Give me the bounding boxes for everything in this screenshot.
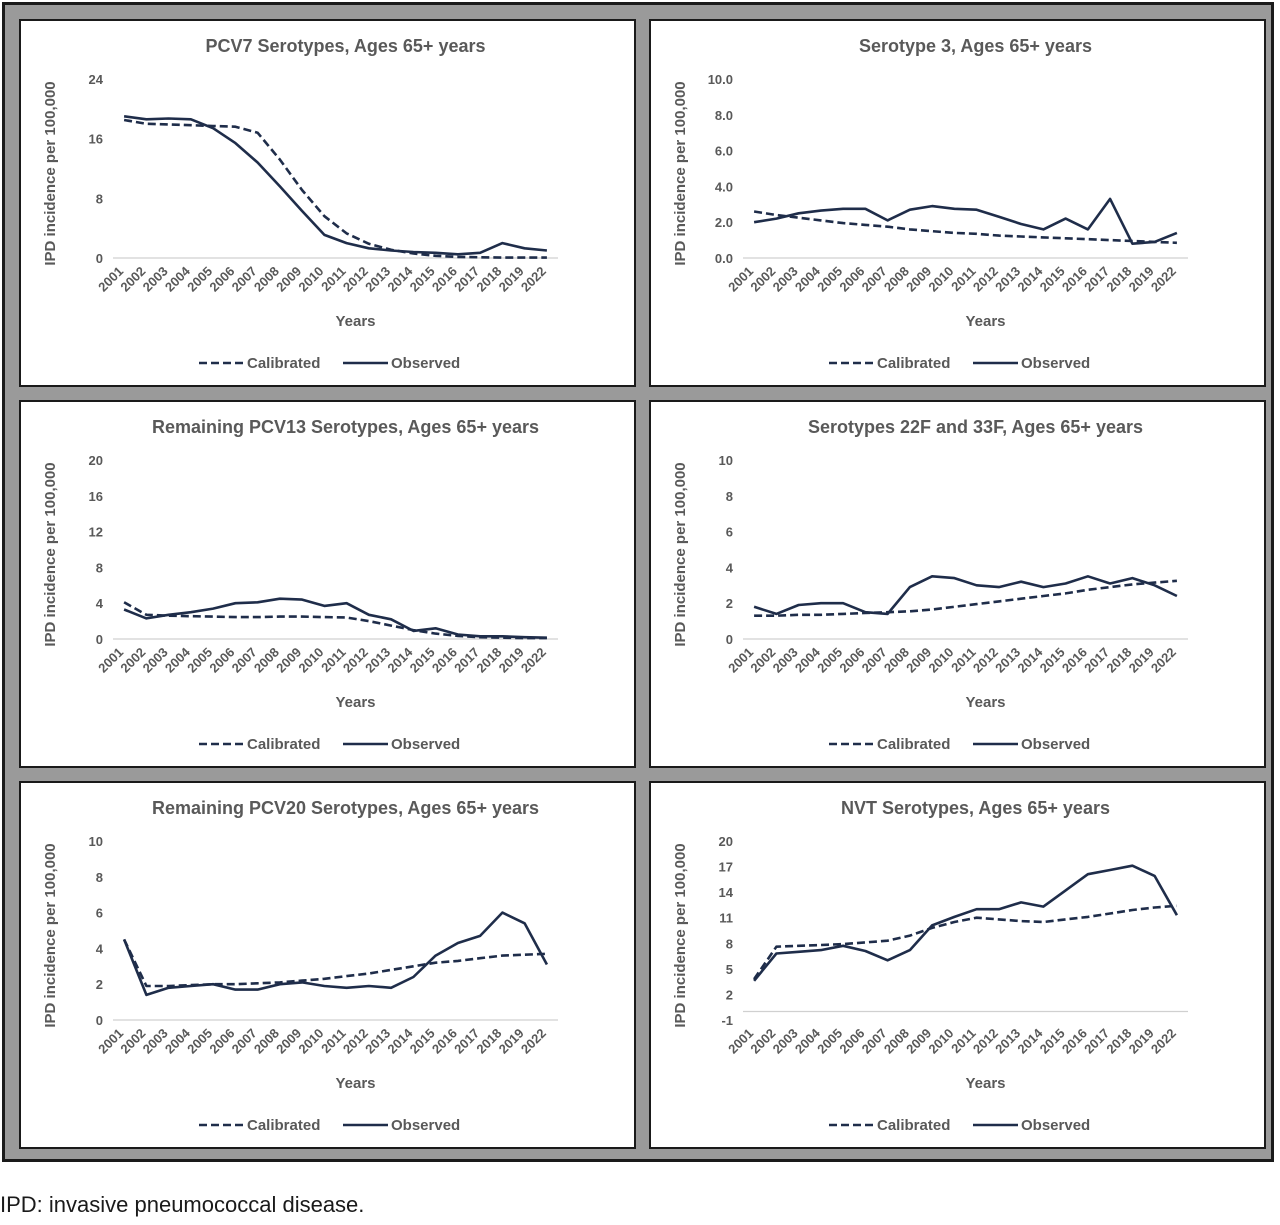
series-line-observed	[122, 911, 549, 997]
y-tick-label: 6	[96, 906, 103, 921]
x-axis-label: Years	[965, 694, 1005, 711]
legend-label-observed: Observed	[1021, 736, 1090, 753]
line-chart-svg: Serotypes 22F and 33F, Ages 65+ years 0 2 4…	[672, 417, 1188, 753]
series-line-calibrated	[753, 210, 1177, 245]
chart-panel-nvt: NVT Serotypes, Ages 65+ years -1 2 5 8 11 14 17…	[649, 781, 1266, 1149]
chart-panel-pcv7: PCV7 Serotypes, Ages 65+ years 0 8 16 24 2001…	[19, 19, 636, 387]
line-chart-svg: Remaining PCV20 Serotypes, Ages 65+ year…	[42, 798, 558, 1134]
series-line-calibrated	[122, 938, 547, 988]
legend-label-observed: Observed	[391, 1117, 460, 1134]
chart-title: Remaining PCV13 Serotypes, Ages 65+ year…	[152, 417, 539, 437]
line-chart-svg: Serotype 3, Ages 65+ years 0.0 2.0 4.0 6.0 8.…	[672, 36, 1188, 372]
chart-title: NVT Serotypes, Ages 65+ years	[841, 798, 1110, 818]
y-tick-label: 20	[89, 453, 103, 468]
legend-label-calibrated: Calibrated	[247, 1117, 320, 1134]
y-tick-label: 4	[96, 941, 104, 956]
y-tick-label: 8.0	[715, 108, 733, 123]
y-tick-label: 4	[726, 560, 734, 575]
y-tick-label: 11	[719, 911, 733, 926]
y-tick-label: 10	[89, 834, 103, 849]
chart-panel-remaining-pcv20: Remaining PCV20 Serotypes, Ages 65+ year…	[19, 781, 636, 1149]
x-tick-label: 2022	[1148, 1026, 1179, 1057]
series-line-observed	[123, 597, 547, 639]
x-axis-label: Years	[965, 1075, 1005, 1092]
y-tick-label: 8	[726, 936, 733, 951]
y-axis-label: IPD incidence per 100,000	[42, 81, 59, 265]
y-tick-label: 8	[726, 489, 733, 504]
y-tick-label: 2	[726, 987, 733, 1002]
figure-caption: IPD: invasive pneumococcal disease.	[0, 1192, 365, 1217]
legend-label-observed: Observed	[1021, 1117, 1090, 1134]
series-line-calibrated	[123, 118, 547, 259]
y-tick-label: 4	[96, 596, 104, 611]
legend-label-observed: Observed	[391, 355, 460, 372]
chart-panel-serotype-3: Serotype 3, Ages 65+ years 0.0 2.0 4.0 6.0 8.…	[649, 19, 1266, 387]
y-axis-label: IPD incidence per 100,000	[672, 462, 689, 646]
y-tick-label: 0	[96, 632, 103, 647]
y-tick-label: 16	[89, 132, 103, 147]
series-line-observed	[123, 115, 548, 256]
y-tick-label: 4.0	[715, 179, 733, 194]
y-tick-label: 24	[89, 72, 104, 87]
chart-title: Remaining PCV20 Serotypes, Ages 65+ year…	[152, 798, 539, 818]
line-chart-svg: PCV7 Serotypes, Ages 65+ years0816242001…	[42, 36, 558, 372]
y-tick-label: 2.0	[715, 215, 733, 230]
series-line-observed	[753, 197, 1178, 245]
legend-label-calibrated: Calibrated	[247, 736, 320, 753]
y-tick-label: 0	[96, 1013, 103, 1028]
figure-frame: PCV7 Serotypes, Ages 65+ years 0 8 16 24 2001…	[2, 2, 1274, 1162]
chart-title: PCV7 Serotypes, Ages 65+ years	[206, 36, 486, 56]
chart-title: Serotype 3, Ages 65+ years	[859, 36, 1092, 56]
x-axis-label: Years	[335, 1075, 375, 1092]
x-tick-label: 2022	[518, 1026, 549, 1057]
series-line-observed	[753, 575, 1178, 616]
y-tick-label: 8	[96, 870, 103, 885]
y-tick-label: 10	[719, 453, 733, 468]
chart-title: Serotypes 22F and 33F, Ages 65+ years	[808, 417, 1143, 437]
x-axis-label: Years	[335, 313, 375, 330]
y-tick-label: 12	[89, 525, 103, 540]
legend-label-calibrated: Calibrated	[877, 355, 950, 372]
y-tick-label: 8	[96, 560, 103, 575]
y-tick-label: 0	[726, 632, 733, 647]
x-tick-label: 2022	[1148, 264, 1179, 295]
y-tick-label: 2	[726, 596, 733, 611]
legend-label-observed: Observed	[1021, 355, 1090, 372]
legend-label-calibrated: Calibrated	[877, 1117, 950, 1134]
x-tick-label: 2022	[1148, 645, 1179, 676]
y-tick-label: 8	[96, 191, 103, 206]
y-tick-label: 20	[719, 834, 733, 849]
line-chart-svg: NVT Serotypes, Ages 65+ years -1 2 5 8 11 14 17…	[672, 798, 1188, 1134]
x-axis-label: Years	[335, 694, 375, 711]
y-tick-label: 6	[726, 525, 733, 540]
legend-label-observed: Observed	[391, 736, 460, 753]
legend-label-calibrated: Calibrated	[247, 355, 320, 372]
x-tick-label: 2022	[518, 264, 549, 295]
x-axis-label: Years	[965, 313, 1005, 330]
legend-label-calibrated: Calibrated	[877, 736, 950, 753]
y-tick-label: 14	[719, 885, 734, 900]
y-axis-label: IPD incidence per 100,000	[672, 843, 689, 1027]
y-tick-label: 6.0	[715, 144, 733, 159]
series-line-calibrated	[754, 579, 1178, 617]
series-line-calibrated	[123, 601, 547, 640]
y-tick-label: -1	[721, 1013, 733, 1028]
y-axis-label: IPD incidence per 100,000	[672, 81, 689, 265]
series-line-calibrated	[753, 904, 1177, 980]
x-tick-label: 2022	[518, 645, 549, 676]
y-tick-label: 10.0	[708, 72, 733, 87]
y-axis-label: IPD incidence per 100,000	[42, 843, 59, 1027]
y-tick-label: 5	[726, 962, 733, 977]
line-chart-svg: Remaining PCV13 Serotypes, Ages 65+ year…	[42, 417, 558, 753]
chart-panel-remaining-pcv13: Remaining PCV13 Serotypes, Ages 65+ year…	[19, 400, 636, 768]
y-tick-label: 2	[96, 977, 103, 992]
y-tick-label: 17	[719, 860, 733, 875]
chart-panel-22f-33f: Serotypes 22F and 33F, Ages 65+ years 0 2 4…	[649, 400, 1266, 768]
y-tick-label: 16	[89, 489, 103, 504]
y-tick-label: 0	[96, 251, 103, 266]
y-axis-label: IPD incidence per 100,000	[42, 462, 59, 646]
y-tick-label: 0.0	[715, 251, 733, 266]
series-line-observed	[753, 864, 1179, 982]
